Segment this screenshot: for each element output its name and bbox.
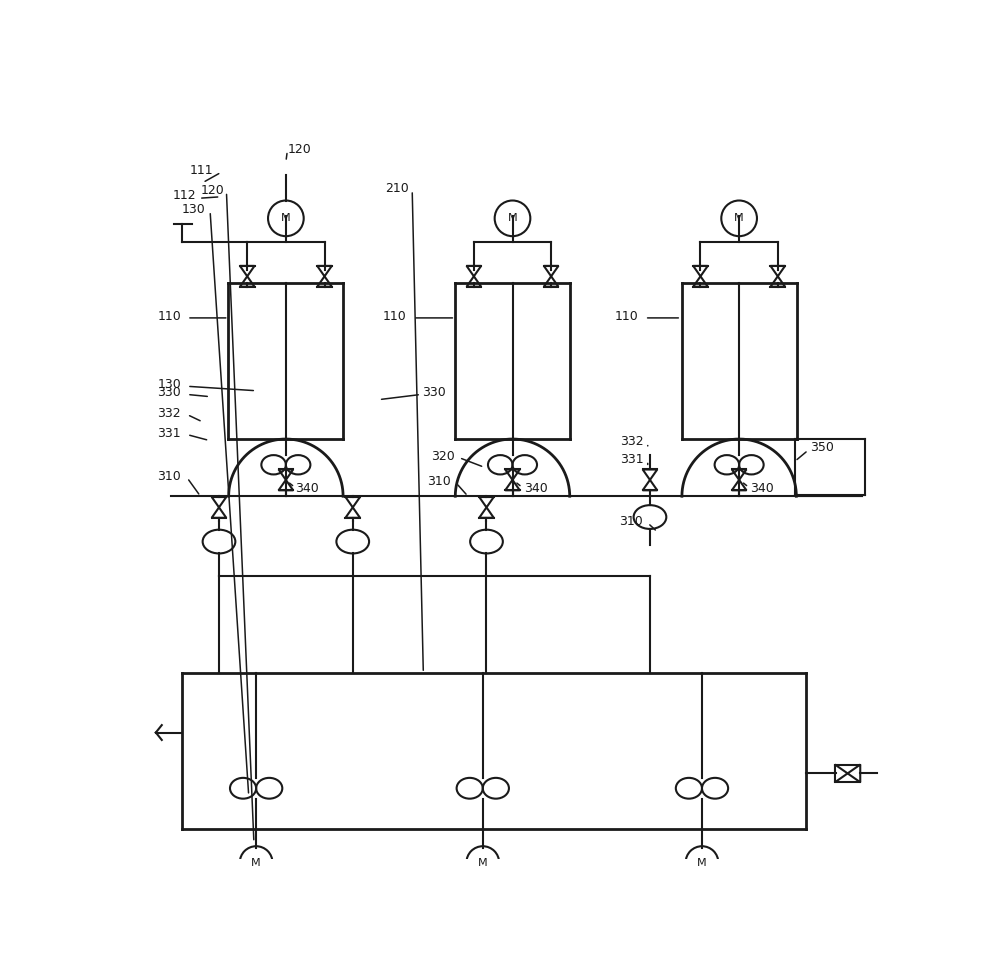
Text: 110: 110 [382, 310, 406, 323]
Text: 340: 340 [524, 482, 547, 495]
Text: 310: 310 [619, 515, 643, 528]
Text: 340: 340 [296, 482, 319, 495]
Text: 120: 120 [200, 183, 224, 197]
Text: 340: 340 [750, 482, 774, 495]
Text: 110: 110 [615, 310, 639, 323]
Text: 310: 310 [157, 470, 181, 482]
Text: 332: 332 [620, 435, 644, 448]
Text: 110: 110 [157, 310, 181, 323]
Text: 331: 331 [620, 453, 644, 465]
Text: 111: 111 [189, 164, 213, 178]
Text: 330: 330 [157, 386, 181, 400]
Text: 112: 112 [173, 189, 197, 202]
Text: M: M [478, 858, 488, 868]
Text: 130: 130 [157, 378, 181, 391]
Text: 120: 120 [288, 143, 312, 155]
Text: 350: 350 [810, 441, 834, 455]
Text: 310: 310 [427, 475, 451, 488]
Text: M: M [697, 858, 707, 868]
Text: 330: 330 [422, 386, 446, 400]
Text: M: M [734, 213, 744, 223]
Text: M: M [281, 213, 291, 223]
Text: 331: 331 [157, 427, 181, 440]
Text: 210: 210 [385, 182, 408, 195]
Text: M: M [251, 858, 261, 868]
Text: M: M [508, 213, 517, 223]
Text: 130: 130 [182, 203, 206, 216]
Text: 320: 320 [431, 450, 455, 462]
Text: 332: 332 [157, 406, 181, 420]
